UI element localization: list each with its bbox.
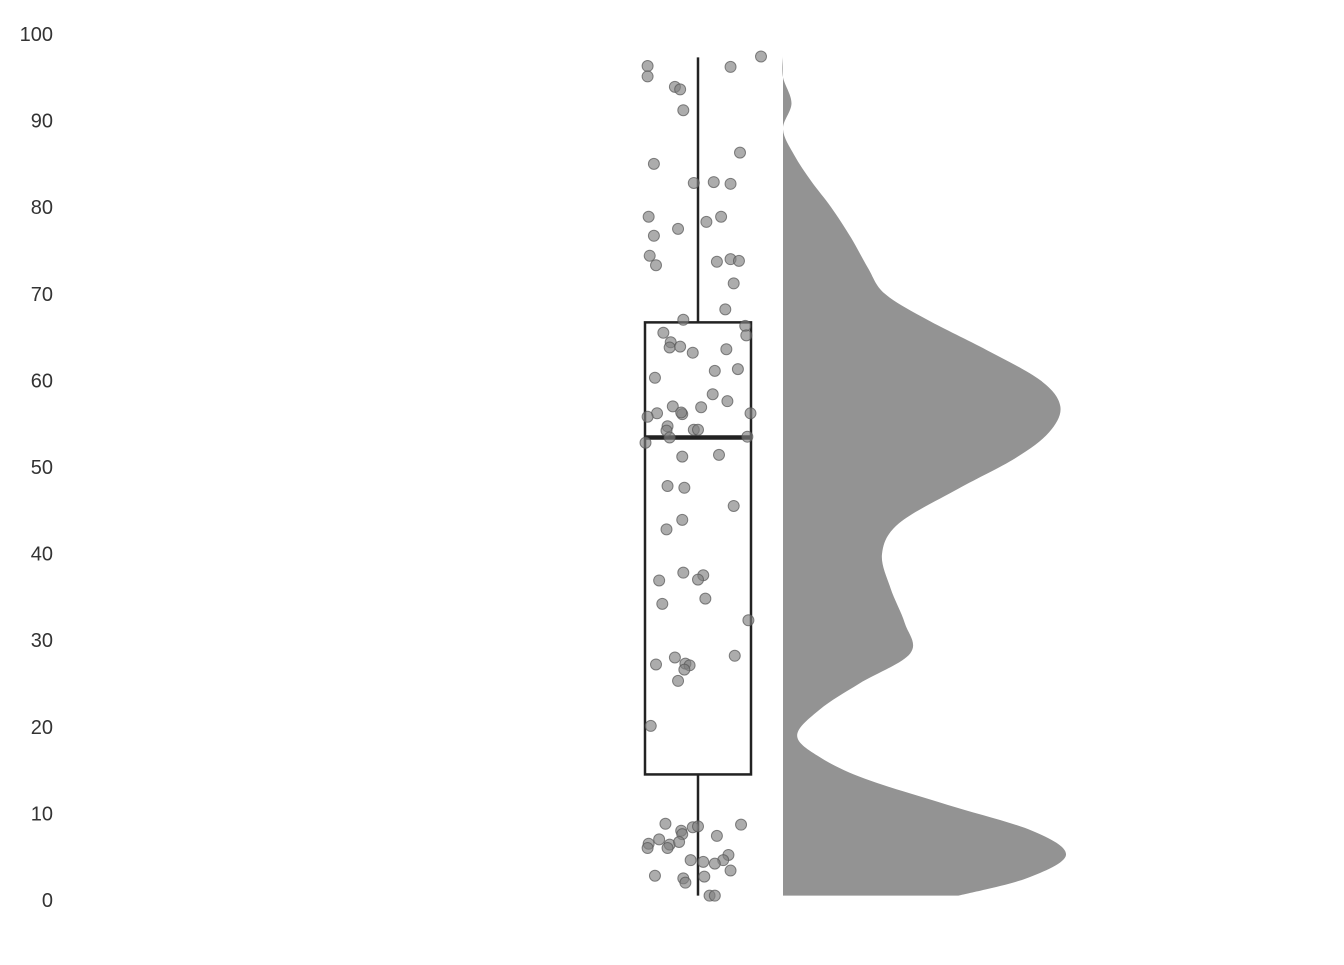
data-point — [720, 343, 733, 356]
y-tick-label: 40 — [31, 544, 53, 566]
data-point — [661, 842, 674, 855]
data-point — [715, 210, 728, 223]
data-point — [653, 574, 666, 587]
data-point — [731, 363, 744, 376]
data-point — [735, 818, 748, 831]
data-point — [660, 523, 673, 536]
data-point — [676, 450, 689, 463]
data-point — [641, 842, 654, 855]
data-point — [698, 870, 711, 883]
data-point — [687, 176, 700, 189]
y-tick-label: 60 — [31, 370, 53, 392]
data-point — [643, 249, 656, 262]
data-point — [642, 210, 655, 223]
y-tick-label: 10 — [31, 803, 53, 825]
data-point — [678, 663, 691, 676]
data-point — [663, 431, 676, 444]
data-point — [678, 481, 691, 494]
data-point — [676, 513, 689, 526]
data-point — [675, 406, 688, 419]
data-point — [706, 388, 719, 401]
data-point — [641, 70, 654, 83]
boxplot — [643, 57, 753, 896]
data-point — [673, 835, 686, 848]
data-point — [672, 222, 685, 235]
data-point — [732, 254, 745, 267]
data-point — [647, 157, 660, 170]
y-tick-label: 50 — [31, 457, 53, 479]
data-point — [659, 817, 672, 830]
data-point — [708, 364, 721, 377]
data-point — [713, 448, 725, 461]
data-point — [692, 820, 704, 833]
data-point — [650, 658, 662, 671]
data-point — [641, 410, 654, 423]
data-point — [707, 176, 720, 189]
data-point — [719, 303, 732, 316]
data-point — [639, 436, 652, 449]
data-point — [724, 177, 737, 190]
data-point — [648, 371, 661, 384]
data-point — [647, 229, 660, 242]
data-point — [740, 329, 753, 342]
data-point — [648, 869, 661, 882]
data-point — [666, 400, 679, 413]
data-point — [684, 854, 697, 867]
points-layer — [639, 50, 767, 902]
data-point — [724, 60, 737, 73]
data-point — [686, 346, 699, 359]
data-point — [755, 50, 767, 63]
data-point — [663, 341, 676, 354]
data-point — [677, 566, 690, 579]
data-point — [710, 255, 723, 268]
iqr-box — [643, 321, 753, 776]
data-point — [661, 480, 674, 493]
data-point — [695, 401, 708, 414]
data-point — [668, 651, 681, 664]
data-point — [657, 326, 670, 339]
data-point — [674, 340, 687, 353]
y-tick-label: 70 — [31, 284, 53, 306]
y-tick-label: 30 — [31, 630, 53, 652]
y-tick-label: 100 — [20, 24, 53, 46]
data-point — [656, 597, 669, 610]
data-point — [653, 833, 666, 846]
y-tick-label: 80 — [31, 197, 53, 219]
data-point — [641, 60, 654, 73]
y-tick-label: 0 — [42, 890, 53, 912]
data-point — [710, 829, 723, 842]
data-point — [700, 215, 713, 228]
y-axis: 0 10 20 30 40 50 60 70 80 90 100 — [20, 24, 53, 912]
data-point — [708, 857, 721, 870]
data-point — [734, 146, 746, 159]
data-point — [644, 719, 657, 732]
density-layer — [782, 56, 1067, 896]
density-curve — [782, 56, 1067, 896]
data-point — [727, 499, 740, 512]
y-tick-label: 90 — [31, 111, 53, 133]
data-point — [742, 614, 755, 627]
data-point — [672, 674, 685, 687]
y-tick-label: 20 — [31, 717, 53, 739]
data-point — [728, 649, 741, 662]
data-point — [744, 407, 757, 420]
data-point — [708, 889, 721, 902]
data-point — [724, 864, 737, 877]
data-point — [721, 395, 734, 408]
data-point — [679, 876, 692, 889]
data-point — [674, 83, 687, 96]
data-point — [692, 423, 704, 436]
data-point — [677, 313, 690, 326]
data-point — [692, 573, 704, 586]
data-point — [650, 259, 662, 272]
data-point — [699, 592, 712, 605]
data-point — [697, 855, 710, 868]
data-point — [741, 430, 754, 443]
data-point — [677, 104, 690, 117]
data-point — [727, 277, 740, 290]
